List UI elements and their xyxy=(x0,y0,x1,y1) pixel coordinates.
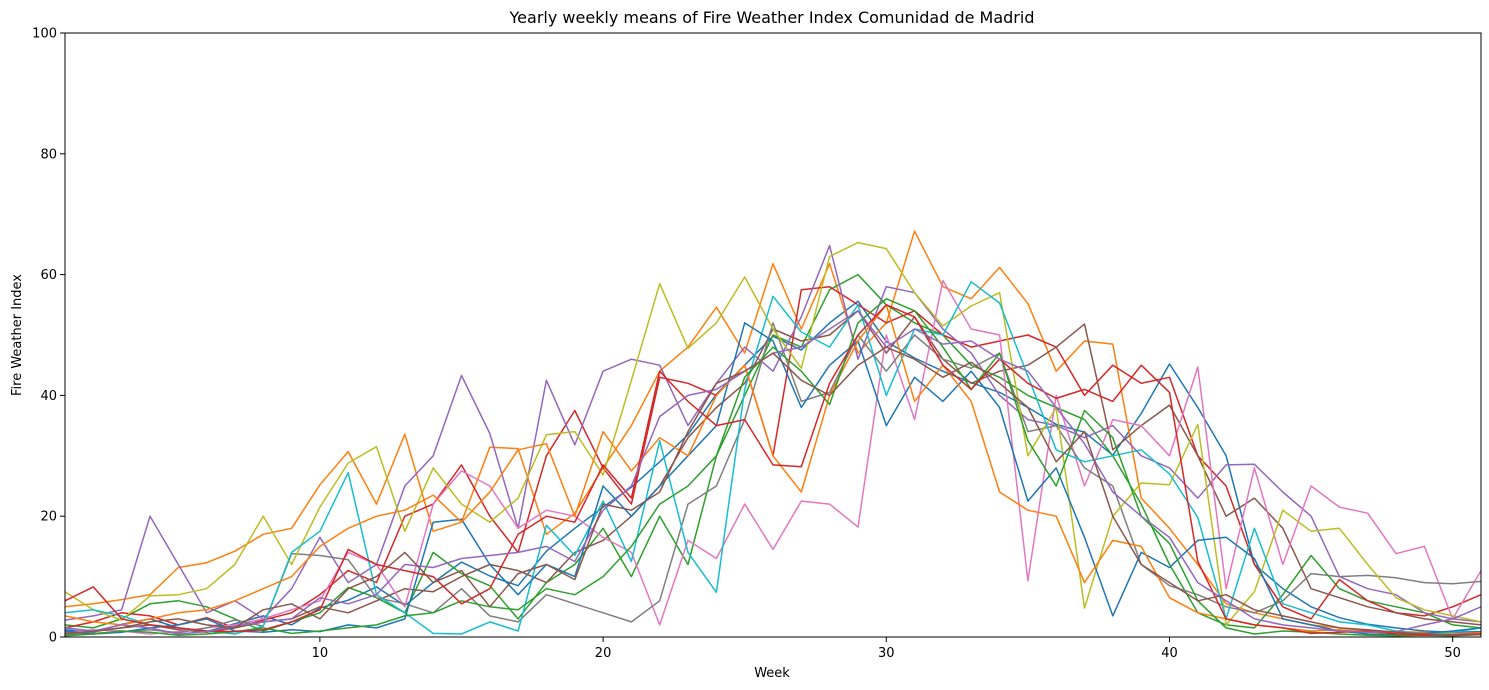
series-line-13 xyxy=(64,298,1482,637)
series-line-16 xyxy=(64,346,1482,636)
series-line-7 xyxy=(64,279,1482,635)
x-axis-label: Week xyxy=(754,666,790,681)
x-tick-label: 40 xyxy=(1161,646,1178,661)
plot-frame xyxy=(64,32,1482,638)
y-tick-label: 0 xyxy=(49,631,57,646)
series-line-8 xyxy=(64,322,1482,636)
y-tick-label: 100 xyxy=(32,27,57,42)
chart-title: Yearly weekly means of Fire Weather Inde… xyxy=(509,8,1035,27)
series-line-14 xyxy=(64,304,1482,636)
y-axis-label: Fire Weather Index xyxy=(10,274,25,396)
x-tick-label: 20 xyxy=(595,646,612,661)
y-tick-label: 40 xyxy=(40,389,57,404)
x-axis: 10 20 30 40 50 xyxy=(312,637,1461,661)
y-tick-label: 60 xyxy=(40,268,57,283)
x-tick-label: 30 xyxy=(878,646,895,661)
x-tick-label: 10 xyxy=(312,646,329,661)
series-line-2 xyxy=(64,230,1482,635)
series-line-3 xyxy=(64,273,1482,632)
y-axis: 0 20 40 60 80 100 xyxy=(32,27,65,646)
y-tick-label: 20 xyxy=(40,510,57,525)
series-layer xyxy=(64,230,1482,637)
series-line-10 xyxy=(64,281,1482,635)
series-line-11 xyxy=(64,322,1482,636)
y-tick-label: 80 xyxy=(40,147,57,162)
x-tick-label: 50 xyxy=(1444,646,1461,661)
series-line-5 xyxy=(64,244,1482,623)
